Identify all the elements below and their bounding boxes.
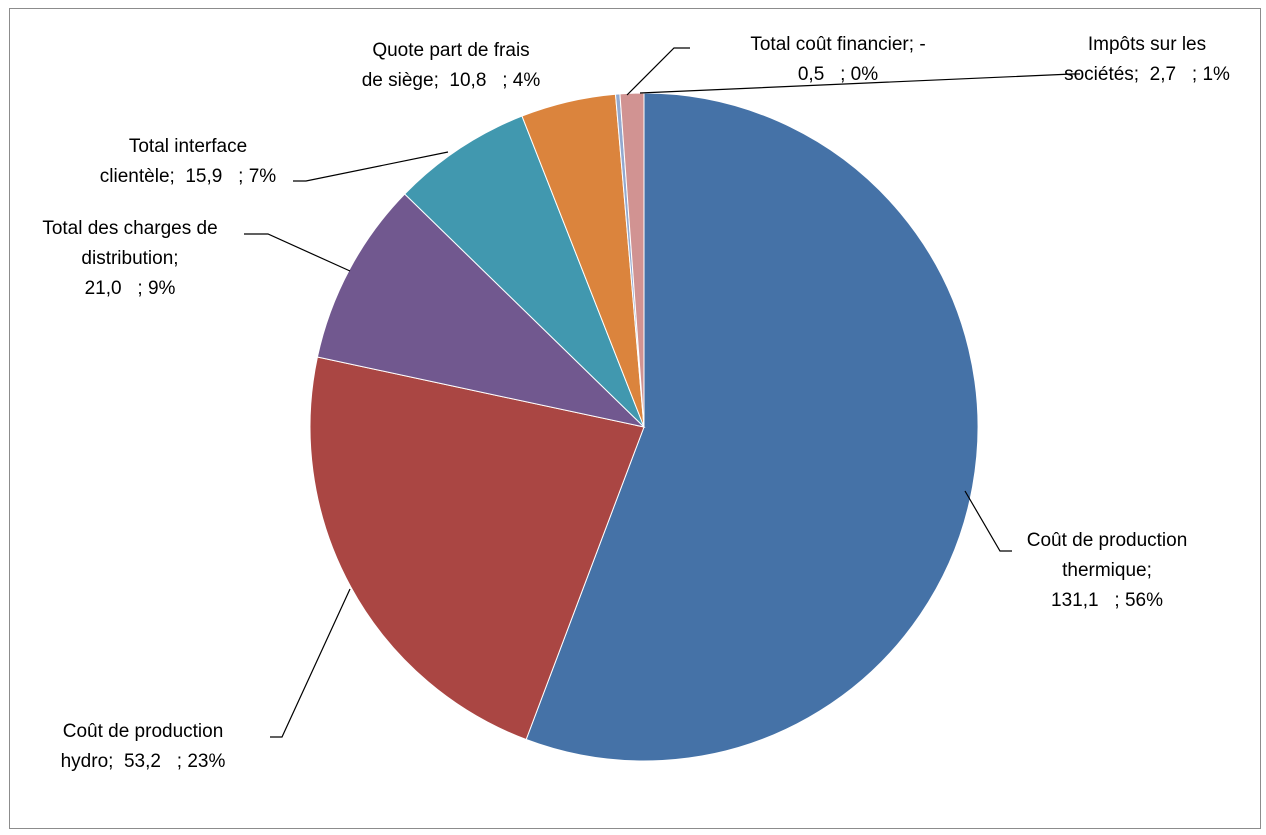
data-label-quote-part-de-frais-de-siege: Quote part de frais de siège; 10,8 ; 4% [362,40,541,91]
data-label-total-des-charges-de-distribution: Total des charges de distribution; 21,0 ; … [42,218,217,299]
data-label-line: Total des charges de [42,218,217,239]
leader-line-total-des-charges-de-distribution [244,233,351,272]
leader-line-total-interface-clientele [293,151,449,182]
data-label-line: Impôts sur les [1088,34,1206,55]
data-label-line: sociétés; 2,7 ; 1% [1064,64,1230,85]
data-label-cout-de-production-hydro: Coût de production hydro; 53,2 ; 23% [61,721,226,772]
data-label-line: Coût de production [63,721,224,742]
data-label-line: Total interface [129,136,247,157]
leader-line-cout-de-production-thermique [964,490,1012,552]
data-labels: Coût de production thermique; 131,1 ; 56%C… [42,34,1230,772]
data-label-line: Total coût financier; - [750,34,925,55]
data-label-impots-sur-les-societes: Impôts sur les sociétés; 2,7 ; 1% [1064,34,1230,85]
pie-slice-total-interface-clientele [403,115,645,428]
data-label-line: clientèle; 15,9 ; 7% [100,166,276,187]
leader-line-total-cout-financier [626,47,690,96]
pie-chart: Coût de production thermique; 131,1 ; 56%C… [42,34,1230,772]
data-label-line: 21,0 ; 9% [85,278,176,299]
data-label-line: de siège; 10,8 ; 4% [362,70,541,91]
pie-slice-cout-de-production-thermique [525,92,979,762]
leader-line-impots-sur-les-societes [639,73,1080,94]
leader-line-cout-de-production-hydro [270,588,351,738]
leader-lines [244,47,1080,738]
data-label-line: distribution; [81,248,178,269]
chart-frame: Coût de production thermique; 131,1 ; 56% C… [9,8,1261,829]
data-label-total-cout-financier: Total coût financier; - 0,5 ; 0% [750,34,925,85]
slices-layer [309,92,979,762]
data-label-line: Quote part de frais [372,40,529,61]
data-label-line: 131,1 ; 56% [1051,590,1163,611]
pie-slice-total-des-charges-de-distribution [316,193,646,428]
data-label-line: thermique; [1062,560,1152,581]
data-label-line: Coût de production [1027,530,1188,551]
pie-slice-cout-de-production-hydro [309,356,645,741]
data-label-line: hydro; 53,2 ; 23% [61,751,226,772]
data-label-total-interface-clientele: Total interface clientèle; 15,9 ; 7% [100,136,276,187]
data-label-line: 0,5 ; 0% [798,64,878,85]
data-label-cout-de-production-thermique: Coût de production thermique; 131,1 ; 56% [1027,530,1188,611]
